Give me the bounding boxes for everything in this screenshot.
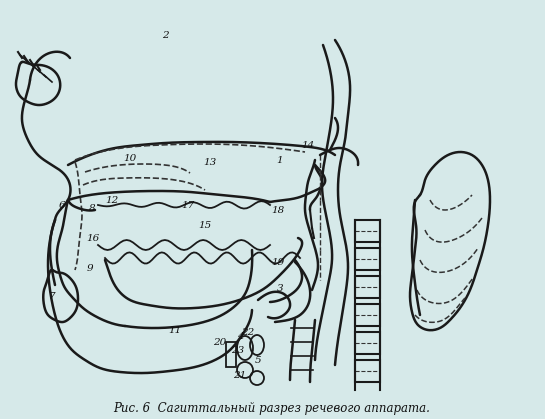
Text: 2: 2 <box>162 31 168 39</box>
Text: 4: 4 <box>237 331 243 341</box>
Text: 22: 22 <box>241 328 255 336</box>
Text: 8: 8 <box>89 204 95 212</box>
Bar <box>226 342 236 367</box>
Text: 7: 7 <box>49 292 55 300</box>
Text: 21: 21 <box>233 370 247 380</box>
Bar <box>355 304 380 326</box>
Text: 19: 19 <box>271 258 284 266</box>
Bar <box>355 360 380 382</box>
Text: 6: 6 <box>59 201 65 210</box>
Text: 20: 20 <box>214 337 227 347</box>
Bar <box>355 248 380 270</box>
Text: 5: 5 <box>255 355 261 365</box>
Text: 3: 3 <box>277 284 283 292</box>
Text: 14: 14 <box>301 140 314 150</box>
Text: 11: 11 <box>168 326 181 334</box>
Text: 17: 17 <box>181 201 195 210</box>
Text: 23: 23 <box>232 346 245 354</box>
Text: 12: 12 <box>105 196 119 204</box>
Text: 10: 10 <box>123 153 137 163</box>
Bar <box>355 332 380 354</box>
Text: 15: 15 <box>198 220 211 230</box>
Bar <box>355 220 380 242</box>
Text: 9: 9 <box>87 264 93 272</box>
Bar <box>355 276 380 298</box>
Text: 1: 1 <box>277 155 283 165</box>
Text: 13: 13 <box>203 158 216 166</box>
Text: Рис. 6  Сагиттальный разрез речевого аппарата.: Рис. 6 Сагиттальный разрез речевого аппа… <box>113 401 431 414</box>
Text: 16: 16 <box>86 233 100 243</box>
Text: 18: 18 <box>271 205 284 215</box>
